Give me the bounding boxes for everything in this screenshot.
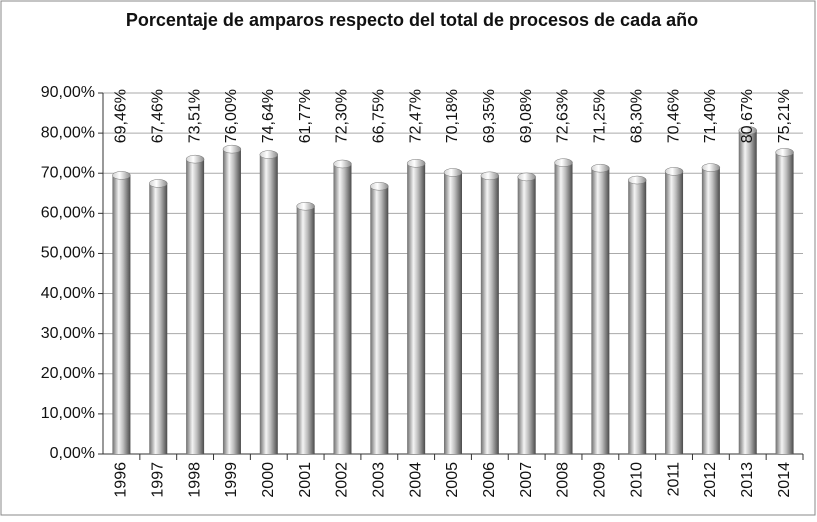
bar bbox=[701, 167, 720, 454]
bar-cap bbox=[222, 144, 242, 154]
y-tick-label: 30,00% bbox=[41, 325, 95, 342]
value-label: 71,25% bbox=[592, 89, 609, 143]
bar bbox=[149, 183, 168, 454]
bar-cap bbox=[627, 175, 647, 185]
value-label: 69,35% bbox=[481, 89, 498, 143]
bar-cap bbox=[149, 179, 168, 188]
value-label: 69,08% bbox=[518, 89, 535, 143]
value-label: 70,18% bbox=[444, 89, 461, 143]
y-tick-label: 70,00% bbox=[41, 164, 95, 181]
bar bbox=[554, 162, 573, 454]
value-label: 68,30% bbox=[628, 89, 645, 143]
x-tick-label: 1997 bbox=[149, 462, 166, 498]
bar bbox=[259, 154, 278, 455]
value-label: 73,51% bbox=[186, 89, 203, 143]
x-tick-label: 2008 bbox=[555, 462, 572, 498]
x-tick-label: 2007 bbox=[518, 462, 535, 498]
bar bbox=[186, 159, 205, 454]
x-tick-label: 2001 bbox=[297, 462, 314, 498]
value-label: 70,46% bbox=[665, 89, 682, 143]
bar-cap bbox=[333, 159, 352, 169]
x-tick-label: 1998 bbox=[186, 462, 203, 498]
value-label: 76,00% bbox=[223, 89, 240, 143]
x-tick-label: 2009 bbox=[592, 462, 609, 498]
bar-cap bbox=[517, 172, 536, 182]
bar bbox=[407, 163, 426, 455]
bar-cap bbox=[701, 163, 721, 172]
bar bbox=[775, 152, 794, 454]
value-label: 72,63% bbox=[555, 89, 572, 143]
bar-cap bbox=[554, 158, 573, 167]
bar bbox=[222, 149, 241, 454]
x-tick-label: 2004 bbox=[407, 462, 424, 498]
y-tick-label: 40,00% bbox=[41, 285, 95, 302]
value-label: 72,30% bbox=[334, 89, 351, 143]
bar-cap bbox=[480, 171, 500, 181]
y-tick-label: 50,00% bbox=[41, 245, 95, 262]
y-tick-label: 0,00% bbox=[50, 445, 95, 462]
value-label: 61,77% bbox=[297, 89, 314, 143]
bar-cap bbox=[738, 126, 757, 135]
x-tick-label: 1999 bbox=[223, 462, 240, 498]
bar bbox=[591, 168, 610, 455]
bar-cap bbox=[591, 163, 610, 173]
value-label: 74,64% bbox=[260, 89, 277, 143]
value-label: 72,47% bbox=[407, 89, 424, 143]
value-label: 66,75% bbox=[371, 89, 388, 143]
bar-cap bbox=[775, 148, 794, 157]
bar bbox=[517, 176, 536, 454]
bar bbox=[333, 163, 352, 454]
bar bbox=[444, 172, 462, 454]
y-tick-label: 10,00% bbox=[41, 405, 95, 422]
x-tick-label: 2014 bbox=[776, 462, 793, 498]
x-tick-label: 2013 bbox=[739, 462, 756, 498]
x-tick-label: 1996 bbox=[113, 462, 130, 498]
bar-cap bbox=[112, 171, 131, 180]
bar-cap bbox=[664, 167, 684, 176]
value-label: 71,40% bbox=[702, 89, 719, 143]
value-label: 75,21% bbox=[776, 89, 793, 143]
value-label: 80,67% bbox=[739, 89, 756, 143]
y-tick-label: 80,00% bbox=[41, 124, 95, 141]
x-tick-label: 2005 bbox=[444, 462, 461, 498]
y-tick-label: 20,00% bbox=[41, 365, 95, 382]
x-tick-label: 2010 bbox=[628, 462, 645, 498]
x-tick-label: 2002 bbox=[334, 462, 351, 498]
bar-cap bbox=[259, 150, 279, 159]
x-tick-label: 2012 bbox=[702, 462, 719, 498]
x-tick-label: 2003 bbox=[371, 462, 388, 498]
y-tick-label: 90,00% bbox=[41, 84, 95, 101]
bar bbox=[296, 206, 315, 454]
value-label: 67,46% bbox=[149, 89, 166, 143]
bar bbox=[628, 180, 647, 454]
bar-cap bbox=[443, 168, 463, 177]
bar-cap bbox=[370, 182, 389, 191]
x-tick-label: 2011 bbox=[665, 462, 682, 497]
chart-title: Porcentaje de amparos respecto del total… bbox=[126, 10, 698, 30]
bar bbox=[112, 175, 131, 454]
bar-cap bbox=[406, 159, 426, 168]
bar-cap bbox=[296, 201, 315, 211]
bar bbox=[370, 186, 389, 454]
bar bbox=[480, 175, 499, 454]
bar bbox=[738, 130, 757, 455]
bar-cap bbox=[185, 154, 205, 164]
x-tick-label: 2006 bbox=[481, 462, 498, 498]
x-tick-label: 2000 bbox=[260, 462, 277, 498]
bar bbox=[665, 171, 684, 454]
y-tick-label: 60,00% bbox=[41, 205, 95, 222]
value-label: 69,46% bbox=[113, 89, 130, 143]
